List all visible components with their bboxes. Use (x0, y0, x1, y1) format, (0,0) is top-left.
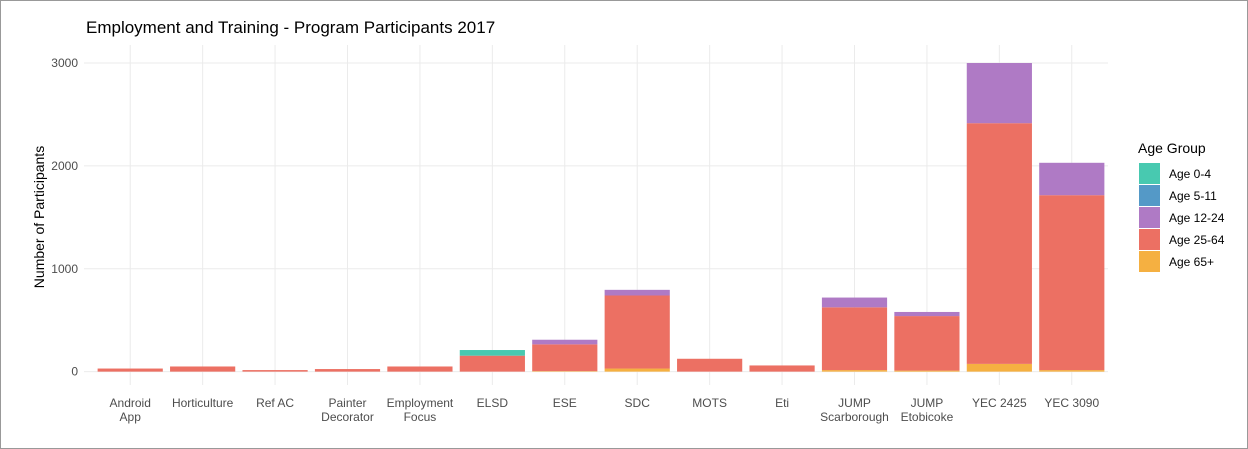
x-tick-label: Ref AC (256, 396, 294, 410)
bar-segment (532, 339, 598, 345)
bar-segment (821, 307, 888, 371)
bar-segment (966, 363, 1032, 372)
x-tick-label: Eti (775, 396, 789, 410)
bar-segment (1039, 370, 1105, 372)
bar-segment (459, 350, 525, 356)
y-tick-label: 1000 (51, 262, 78, 276)
bars (97, 63, 1105, 372)
x-tick-label: YEC 3090 (1044, 396, 1099, 410)
x-tick-label: Android App (110, 396, 151, 424)
legend-label: Age 25-64 (1169, 233, 1225, 247)
legend-label: Age 0-4 (1169, 167, 1211, 181)
legend-swatch (1139, 185, 1160, 206)
bar-segment (170, 366, 236, 372)
legend-swatch (1139, 207, 1160, 228)
bar-segment (894, 316, 960, 371)
bar-segment (97, 368, 163, 372)
bar-segment (387, 366, 453, 372)
bar-segment (242, 370, 308, 372)
x-tick-label: Painter Decorator (321, 396, 374, 424)
legend-swatch (1139, 229, 1160, 250)
bar-segment (749, 365, 815, 372)
bar-segment (532, 344, 598, 372)
bar-segment (604, 295, 670, 369)
x-tick-label: ELSD (477, 396, 509, 410)
bar-segment (1039, 162, 1105, 196)
bar-segment (677, 358, 743, 372)
bar-segment (821, 370, 888, 372)
bar-segment (459, 355, 525, 372)
bar-segment (821, 297, 888, 308)
bar-segment (604, 368, 670, 372)
legend-swatch (1139, 251, 1160, 272)
x-tick-label: YEC 2425 (972, 396, 1027, 410)
bar-segment (894, 370, 960, 372)
chart-title: Employment and Training - Program Partic… (86, 18, 495, 37)
x-tick-label: SDC (625, 396, 651, 410)
y-tick-label: 0 (71, 365, 78, 379)
bar-segment (532, 371, 598, 372)
y-axis-title: Number of Participants (31, 146, 47, 288)
y-tick-label: 3000 (51, 56, 78, 70)
bar-segment (966, 63, 1032, 124)
legend-swatch (1139, 163, 1160, 184)
bar-segment (966, 123, 1032, 364)
x-tick-label: JUMP Scarborough (820, 396, 889, 424)
legend-label: Age 65+ (1169, 255, 1214, 269)
legend-title: Age Group (1138, 140, 1206, 156)
legend-label: Age 5-11 (1169, 189, 1217, 203)
x-tick-label: Horticulture (172, 396, 234, 410)
legend-label: Age 12-24 (1169, 211, 1225, 225)
x-tick-label: ESE (553, 396, 577, 410)
x-tick-label: MOTS (692, 396, 727, 410)
x-tick-label: Employment Focus (387, 396, 454, 424)
y-tick-label: 2000 (51, 159, 78, 173)
x-tick-label: JUMP Etobicoke (901, 396, 954, 424)
bar-segment (314, 369, 381, 372)
bar-segment (604, 289, 670, 296)
bar-segment (894, 311, 960, 317)
bar-segment (1039, 195, 1105, 371)
